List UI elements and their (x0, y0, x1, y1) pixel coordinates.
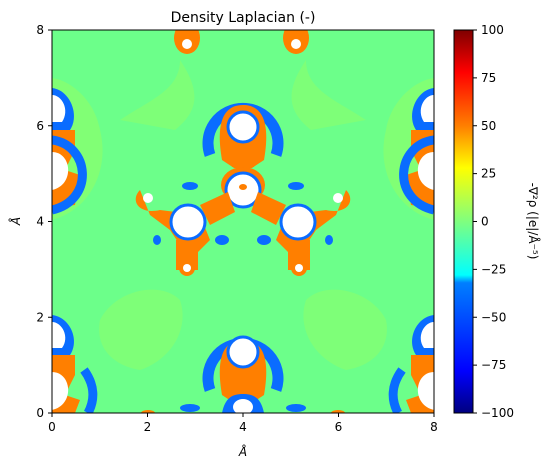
atom-core (295, 264, 303, 272)
y-tick-label: 0 (36, 406, 44, 420)
colorbar-tick-label: 100 (481, 23, 504, 37)
contour-orange (239, 184, 247, 190)
atom-core (420, 322, 434, 348)
colorbar-tick-label: −100 (481, 406, 514, 420)
atom-core (52, 372, 69, 410)
contour-blue (215, 235, 229, 245)
contour-region (303, 289, 387, 370)
atom-core (183, 264, 191, 272)
x-tick-label: 2 (144, 420, 152, 434)
colorbar-tick-label: 50 (481, 119, 496, 133)
y-tick-label: 2 (36, 310, 44, 324)
contour-blue (288, 182, 304, 190)
atom-core (279, 203, 317, 241)
contour-orange (174, 30, 200, 54)
contour-orange (283, 30, 309, 54)
atom-core (52, 152, 69, 190)
contour-orange (251, 192, 286, 225)
contour-orange (141, 410, 155, 413)
chart-title: Density Laplacian (-) (171, 10, 316, 26)
contour-orange (331, 410, 345, 413)
contour-blue-ring (399, 135, 434, 215)
colorbar (453, 29, 474, 414)
atom-core (52, 322, 66, 348)
contour-orange (232, 140, 254, 167)
x-axis: 0 2 4 6 8 (48, 413, 438, 434)
atom-core (226, 110, 260, 144)
atom-core (226, 335, 260, 369)
contour-blue (325, 235, 333, 245)
colorbar-tick-label: −75 (481, 358, 506, 372)
contour-region (120, 60, 195, 130)
atom-core (182, 39, 192, 49)
atom-core (420, 95, 434, 122)
atom-core (417, 152, 434, 190)
y-axis-label: Å (8, 217, 23, 226)
contour-region (99, 289, 183, 370)
x-tick-label: 0 (48, 420, 56, 434)
x-tick-label: 4 (239, 420, 247, 434)
contour-blue-ring (80, 367, 98, 413)
x-tick-label: 8 (430, 420, 438, 434)
heatmap-plot (52, 30, 434, 413)
atom-core (169, 203, 207, 241)
y-tick-label: 6 (36, 119, 44, 133)
y-tick-label: 8 (36, 23, 44, 37)
contour-blue-ring (388, 367, 406, 413)
atom-core (417, 372, 434, 410)
contour-orange (200, 192, 235, 225)
contour-blue (257, 235, 271, 245)
y-tick-label: 4 (36, 215, 44, 229)
colorbar-tick-label: 0 (481, 215, 489, 229)
atom-core (52, 95, 66, 122)
contour-blue (180, 404, 200, 412)
x-tick-label: 6 (335, 420, 343, 434)
atom-core (333, 193, 343, 203)
colorbar-tick-label: −25 (481, 262, 506, 276)
contour-blue (182, 182, 198, 190)
contour-blue (153, 235, 161, 245)
colorbar-ticks: 100 75 50 25 0 −25 −50 −75 −100 (473, 23, 514, 420)
contour-region (291, 60, 366, 130)
y-axis: 0 2 4 6 8 (36, 23, 52, 420)
colorbar-tick-label: −50 (481, 310, 506, 324)
atom-core (291, 39, 301, 49)
atom-core (143, 193, 153, 203)
atom-core (233, 399, 253, 413)
contour-blue-ring (52, 135, 87, 215)
x-axis-label: Å (238, 444, 247, 459)
contour-blue (286, 404, 306, 412)
colorbar-tick-label: 25 (481, 167, 496, 181)
colorbar-label: -∇²ρ (|e|/Å⁻⁵) (526, 183, 541, 260)
colorbar-tick-label: 75 (481, 71, 496, 85)
